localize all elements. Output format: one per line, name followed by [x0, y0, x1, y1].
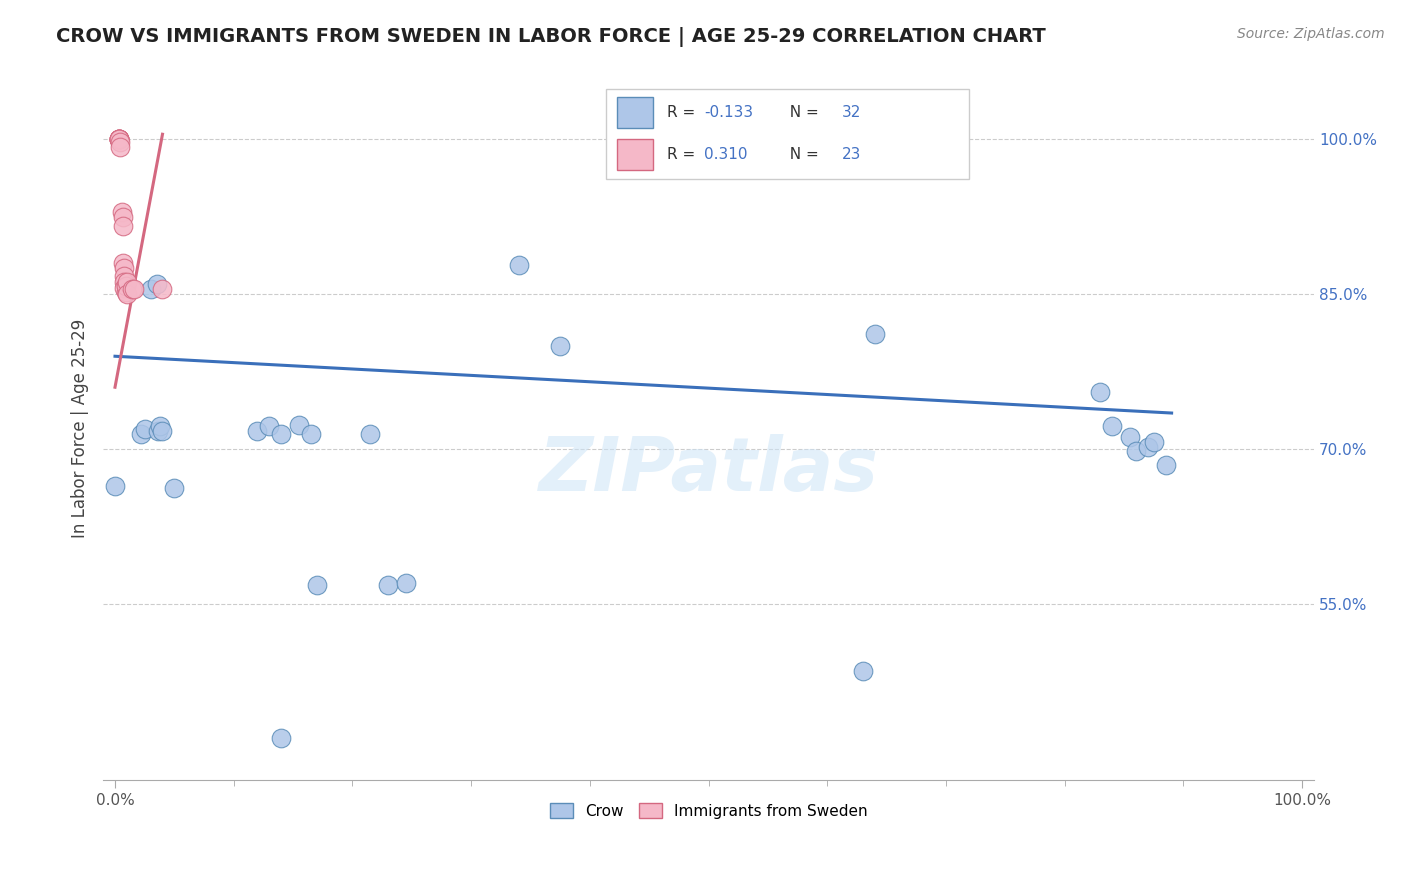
Point	[107, 132, 129, 146]
Point	[114, 268, 136, 283]
Y-axis label: In Labor Force | Age 25-29: In Labor Force | Age 25-29	[72, 319, 89, 538]
Point	[548, 339, 571, 353]
Text: ZIPatlas: ZIPatlas	[538, 434, 879, 508]
Legend: Crow, Immigrants from Sweden: Crow, Immigrants from Sweden	[544, 797, 873, 824]
Point	[508, 259, 530, 273]
Point	[852, 664, 875, 678]
Text: CROW VS IMMIGRANTS FROM SWEDEN IN LABOR FORCE | AGE 25-29 CORRELATION CHART: CROW VS IMMIGRANTS FROM SWEDEN IN LABOR …	[56, 27, 1046, 46]
Point	[115, 287, 138, 301]
Text: Source: ZipAtlas.com: Source: ZipAtlas.com	[1237, 27, 1385, 41]
Point	[863, 326, 886, 341]
Point	[270, 731, 292, 746]
Point	[146, 424, 169, 438]
Point	[395, 576, 418, 591]
Point	[107, 132, 129, 146]
Point	[122, 282, 145, 296]
Point	[134, 421, 156, 435]
Point	[112, 219, 135, 234]
Point	[114, 285, 136, 300]
Point	[359, 426, 381, 441]
Point	[1125, 444, 1147, 458]
Point	[270, 426, 292, 441]
Point	[112, 256, 135, 270]
Point	[114, 279, 136, 293]
Point	[107, 132, 129, 146]
Point	[107, 132, 129, 146]
Point	[129, 426, 152, 441]
Point	[1119, 430, 1142, 444]
Point	[299, 426, 322, 441]
Point	[145, 277, 167, 291]
Point	[139, 282, 162, 296]
Point	[112, 210, 135, 224]
Point	[1154, 458, 1177, 472]
Point	[107, 132, 129, 146]
Point	[114, 261, 136, 276]
Point	[108, 136, 131, 150]
Point	[107, 132, 129, 146]
Point	[1136, 440, 1159, 454]
Point	[288, 418, 311, 433]
Point	[121, 282, 143, 296]
Point	[259, 419, 281, 434]
Point	[149, 419, 172, 434]
Point	[246, 424, 269, 438]
Point	[1143, 434, 1166, 449]
Point	[1090, 385, 1112, 400]
Point	[152, 424, 174, 438]
Point	[163, 482, 186, 496]
Point	[152, 282, 174, 296]
Point	[697, 132, 720, 146]
Point	[104, 479, 127, 493]
Point	[108, 139, 131, 153]
Point	[115, 275, 138, 289]
Point	[377, 578, 399, 592]
Point	[305, 578, 328, 592]
Point	[1101, 419, 1123, 434]
Point	[111, 204, 134, 219]
Point	[114, 275, 136, 289]
Point	[114, 281, 136, 295]
